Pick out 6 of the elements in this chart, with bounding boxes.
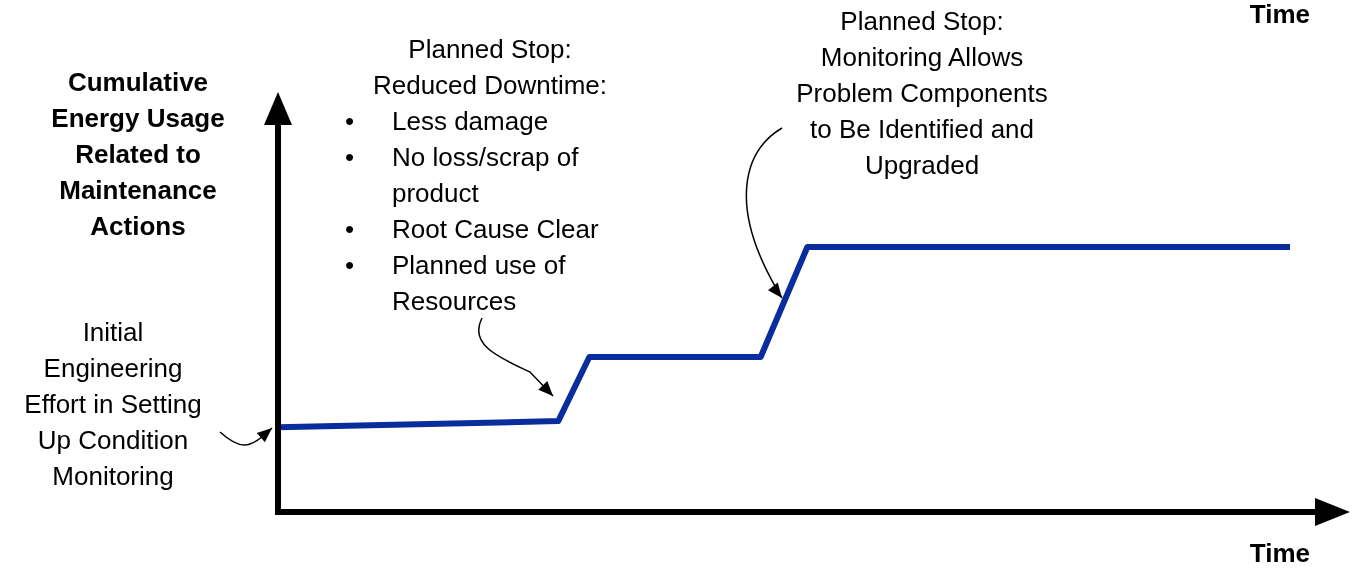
text: Time [1248,0,1310,31]
text: Planned Stop: Monitoring Allows Problem Components to Be Identified and Upgraded [795,5,1049,182]
x-axis-title: Time [1249,537,1310,568]
y-axis-title: Cumulative Energy Usage Related to Maintenance Actions [50,66,226,243]
text: Initial Engineering Effort in Setting Up Condition Monitoring [23,316,203,493]
text: Planned Stop: Reduced Downtime: • Less damage • No loss/scrap of product • Root Cause Clear • Planned use of Resources [345,34,608,316]
